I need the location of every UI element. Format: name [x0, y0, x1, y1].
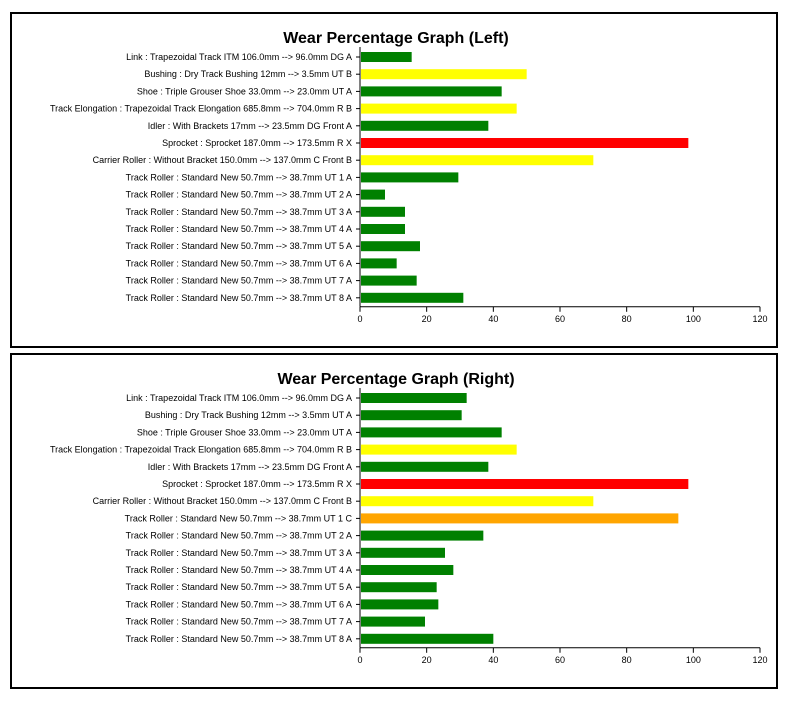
category-label: Track Roller : Standard New 50.7mm --> 3… — [126, 241, 352, 251]
x-tick-label: 80 — [622, 314, 632, 324]
bar — [361, 275, 417, 286]
category-label: Track Roller : Standard New 50.7mm --> 3… — [126, 258, 352, 268]
bar — [361, 69, 527, 80]
chart-right: Wear Percentage Graph (Right) Link : Trap… — [50, 371, 768, 665]
category-label: Track Elongation : Trapezoidal Track Elo… — [50, 445, 352, 455]
category-label: Carrier Roller : Without Bracket 150.0mm… — [93, 496, 352, 506]
category-label: Carrier Roller : Without Bracket 150.0mm… — [93, 155, 352, 165]
bar — [361, 410, 462, 421]
category-label: Track Roller : Standard New 50.7mm --> 3… — [126, 634, 352, 644]
category-label: Track Roller : Standard New 50.7mm --> 3… — [126, 617, 352, 627]
bar — [361, 547, 445, 558]
bar — [361, 120, 489, 131]
bar — [361, 206, 405, 217]
category-label: Idler : With Brackets 17mm --> 23.5mm DG… — [148, 462, 352, 472]
bar — [361, 582, 437, 593]
bar — [361, 138, 689, 148]
bar — [361, 633, 494, 644]
x-tick-label: 20 — [422, 314, 432, 324]
bar — [361, 565, 454, 575]
bar — [361, 616, 425, 627]
bar — [361, 479, 689, 489]
category-label: Track Roller : Standard New 50.7mm --> 3… — [126, 582, 352, 592]
x-tick-label: 40 — [488, 314, 498, 324]
category-label: Track Roller : Standard New 50.7mm --> 3… — [126, 293, 352, 303]
x-tick-label: 0 — [357, 655, 362, 665]
bar — [361, 427, 502, 438]
category-label: Sprocket : Sprocket 187.0mm --> 173.5mm … — [162, 479, 352, 489]
bar — [361, 155, 594, 166]
bar — [361, 496, 594, 507]
category-label: Shoe : Triple Grouser Shoe 33.0mm --> 23… — [137, 427, 352, 437]
category-label: Bushing : Dry Track Bushing 12mm --> 3.5… — [145, 410, 352, 420]
category-label: Idler : With Brackets 17mm --> 23.5mm DG… — [148, 121, 352, 131]
category-label: Track Roller : Standard New 50.7mm --> 3… — [126, 565, 352, 575]
x-tick-label: 60 — [555, 314, 565, 324]
category-label: Link : Trapezoidal Track ITM 106.0mm -->… — [126, 393, 352, 403]
bar — [361, 52, 412, 62]
bar — [361, 189, 385, 200]
bar — [361, 292, 464, 303]
chart-title: Wear Percentage Graph (Right) — [277, 371, 514, 388]
category-label: Track Roller : Standard New 50.7mm --> 3… — [126, 531, 352, 541]
category-label: Track Elongation : Trapezoidal Track Elo… — [50, 104, 352, 114]
category-label: Track Roller : Standard New 50.7mm --> 3… — [126, 190, 352, 200]
chart-panel-right: Wear Percentage Graph (Right) Link : Trap… — [10, 353, 778, 689]
category-label: Track Roller : Standard New 50.7mm --> 3… — [125, 513, 353, 523]
category-label: Track Roller : Standard New 50.7mm --> 3… — [126, 548, 352, 558]
x-tick-label: 60 — [555, 655, 565, 665]
bar — [361, 530, 484, 541]
category-label: Track Roller : Standard New 50.7mm --> 3… — [126, 599, 352, 609]
category-label: Shoe : Triple Grouser Shoe 33.0mm --> 23… — [137, 86, 352, 96]
x-tick-label: 0 — [357, 314, 362, 324]
chart-title: Wear Percentage Graph (Left) — [283, 30, 509, 47]
category-label: Track Roller : Standard New 50.7mm --> 3… — [126, 276, 352, 286]
x-tick-label: 80 — [622, 655, 632, 665]
bar — [361, 461, 489, 472]
bar — [361, 393, 467, 403]
chart-left: Wear Percentage Graph (Left) Link : Trape… — [50, 30, 768, 324]
bar — [361, 513, 679, 524]
x-tick-label: 120 — [752, 314, 767, 324]
chart-panel-left: Wear Percentage Graph (Left) Link : Trape… — [10, 12, 778, 348]
bar — [361, 444, 517, 455]
category-label: Track Roller : Standard New 50.7mm --> 3… — [126, 172, 352, 182]
x-tick-label: 100 — [686, 655, 701, 665]
x-tick-label: 40 — [488, 655, 498, 665]
bar — [361, 224, 405, 234]
bar — [361, 103, 517, 114]
bar — [361, 241, 420, 252]
x-tick-label: 20 — [422, 655, 432, 665]
bar — [361, 258, 397, 269]
category-label: Track Roller : Standard New 50.7mm --> 3… — [126, 207, 352, 217]
x-tick-label: 120 — [752, 655, 767, 665]
bar — [361, 599, 439, 610]
category-label: Link : Trapezoidal Track ITM 106.0mm -->… — [126, 52, 352, 62]
category-label: Track Roller : Standard New 50.7mm --> 3… — [126, 224, 352, 234]
x-tick-label: 100 — [686, 314, 701, 324]
bar — [361, 86, 502, 97]
category-label: Sprocket : Sprocket 187.0mm --> 173.5mm … — [162, 138, 352, 148]
bar — [361, 172, 459, 183]
category-label: Bushing : Dry Track Bushing 12mm --> 3.5… — [144, 69, 352, 79]
